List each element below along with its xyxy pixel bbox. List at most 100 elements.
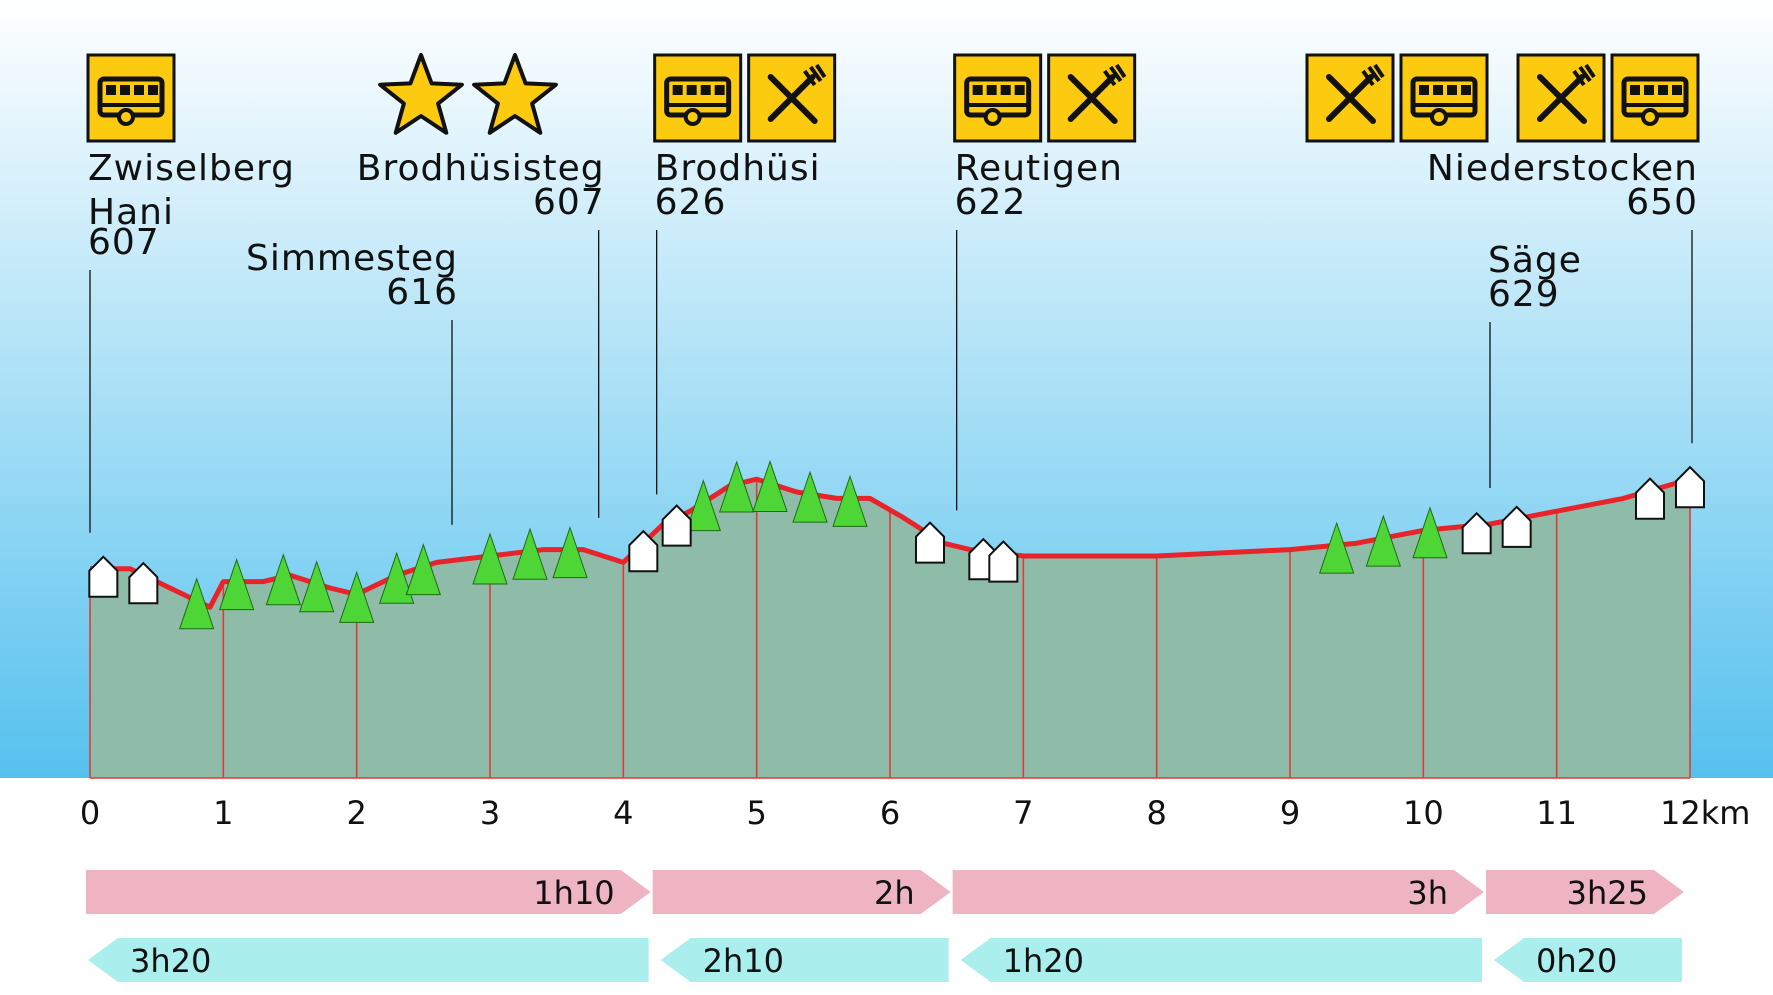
- x-tick-label: 8: [1146, 794, 1166, 832]
- point-name: Brodhüsisteg: [357, 148, 605, 189]
- fork-stroke: [1067, 74, 1116, 122]
- bus-window: [972, 85, 983, 95]
- x-tick-label: 2: [346, 794, 366, 832]
- tree-marker: [265, 553, 302, 606]
- bus-window: [1014, 85, 1025, 95]
- forward-duration-label: 2h: [874, 874, 915, 912]
- fork-tines: [803, 63, 827, 87]
- bus-window: [134, 85, 144, 95]
- tree-marker: [338, 570, 375, 623]
- point-elevation: 616: [386, 272, 458, 313]
- house-marker: [628, 529, 659, 573]
- bus-wheel: [1430, 108, 1448, 126]
- house-marker: [88, 555, 119, 598]
- tree-marker: [1365, 514, 1402, 567]
- point-name: Brodhüsi: [655, 148, 821, 189]
- point-elevation: 607: [88, 222, 160, 263]
- point-elevation: 626: [655, 182, 727, 223]
- house-marker: [1635, 477, 1665, 520]
- bus-window: [120, 85, 130, 95]
- bus-window: [1000, 85, 1011, 95]
- point-elevation: 607: [533, 182, 605, 223]
- house-marker: [988, 540, 1019, 583]
- tree-marker: [792, 470, 828, 523]
- backward-duration-label: 2h10: [703, 942, 784, 980]
- point-elevation: 650: [1626, 182, 1698, 223]
- house-marker: [661, 504, 692, 547]
- bus-wheel: [683, 108, 702, 126]
- backward-duration-bar: [1494, 938, 1682, 982]
- backward-duration-label: 3h20: [130, 942, 211, 980]
- bus-window: [686, 85, 697, 95]
- bus-window: [1419, 85, 1429, 95]
- restaurant-icon: [1516, 53, 1606, 143]
- bus-window: [700, 85, 711, 95]
- tree-marker: [1412, 506, 1448, 559]
- tree-marker: [218, 558, 255, 611]
- tree-marker: [832, 474, 868, 527]
- bus-wheel: [1641, 108, 1659, 126]
- bus-window: [714, 85, 725, 95]
- point-name: Simmesteg: [246, 238, 458, 279]
- forward-duration-label: 3h25: [1567, 874, 1648, 912]
- bus-icon: [1610, 53, 1700, 143]
- tree-marker: [1318, 521, 1355, 574]
- x-tick-label: 5: [746, 794, 766, 832]
- point-elevation: 622: [955, 182, 1027, 223]
- forward-duration-bar: [86, 870, 651, 914]
- tree-marker: [718, 460, 755, 513]
- x-tick-label: 6: [880, 794, 900, 832]
- tree-marker: [512, 527, 548, 580]
- point-name: Zwiselberg: [88, 148, 295, 189]
- fork-tines: [1361, 63, 1385, 87]
- forward-duration-label: 3h: [1407, 874, 1448, 912]
- fork-stroke: [1326, 74, 1374, 122]
- restaurant-icon: [747, 53, 837, 143]
- x-tick-label: 4: [613, 794, 633, 832]
- bus-window: [106, 85, 116, 95]
- bus-window: [148, 85, 158, 95]
- fork-tines: [1572, 63, 1596, 87]
- tree-marker: [685, 479, 722, 532]
- bus-window: [1433, 85, 1443, 95]
- x-tick-label: 7: [1013, 794, 1033, 832]
- tree-marker: [178, 577, 215, 630]
- point-elevation: 629: [1488, 274, 1560, 315]
- x-tick-label: 10: [1403, 794, 1444, 832]
- bus-icon: [86, 53, 176, 143]
- bus-window: [1644, 85, 1654, 95]
- star-shape: [378, 53, 464, 135]
- forward-duration-bar: [1486, 870, 1684, 914]
- tree-marker: [472, 532, 508, 585]
- point-name: Hani: [88, 192, 174, 233]
- fork-stroke: [767, 74, 816, 122]
- bus-window: [1658, 85, 1668, 95]
- bus-window: [1461, 85, 1471, 95]
- point-name: Reutigen: [955, 148, 1123, 189]
- x-tick-label: 1: [213, 794, 233, 832]
- bus-window: [986, 85, 997, 95]
- backward-duration-bar: [960, 938, 1482, 982]
- bus-window: [1630, 85, 1640, 95]
- x-tick-label: 11: [1536, 794, 1577, 832]
- house-marker: [915, 521, 945, 564]
- tree-marker: [552, 526, 588, 579]
- x-tick-label: 12km: [1660, 794, 1750, 832]
- star-icon: [378, 53, 464, 135]
- bus-window: [1447, 85, 1457, 95]
- forward-duration-bar: [952, 870, 1484, 914]
- house-marker: [1501, 505, 1532, 548]
- tree-marker: [298, 560, 335, 613]
- point-name: Säge: [1488, 240, 1582, 281]
- bus-wheel: [983, 108, 1002, 126]
- house-marker: [1675, 465, 1705, 509]
- x-tick-label: 3: [480, 794, 500, 832]
- backward-duration-label: 0h20: [1536, 942, 1617, 980]
- bus-window: [1672, 85, 1682, 95]
- restaurant-icon: [1047, 53, 1137, 143]
- tree-marker: [405, 543, 442, 596]
- tree-marker: [378, 551, 415, 604]
- fork-tines: [1103, 63, 1127, 87]
- bus-icon: [1399, 53, 1489, 143]
